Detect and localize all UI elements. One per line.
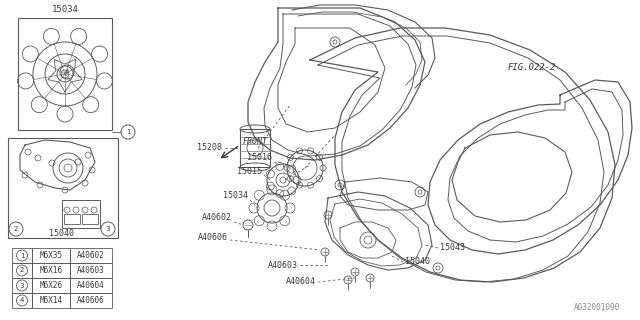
Bar (18, 18, 112, 130)
Text: FRONT: FRONT (243, 138, 268, 147)
Bar (8, 138, 118, 238)
Bar (32, 263, 70, 278)
Text: 15034: 15034 (52, 5, 79, 14)
Text: 15040: 15040 (49, 228, 74, 237)
Text: 15034: 15034 (223, 191, 248, 201)
Text: 4: 4 (20, 298, 24, 303)
Text: 1: 1 (125, 129, 131, 135)
Bar (64, 214, 80, 224)
Text: 3: 3 (106, 226, 110, 232)
Bar (82, 214, 98, 224)
Text: M6X26: M6X26 (40, 281, 63, 290)
Text: 1: 1 (20, 252, 24, 259)
Text: 15015: 15015 (237, 167, 262, 177)
Text: 15043: 15043 (440, 244, 465, 252)
Bar (70, 248, 112, 263)
Bar (12, 263, 32, 278)
Text: A40606: A40606 (198, 234, 228, 243)
Bar (32, 278, 70, 293)
Text: 4: 4 (65, 69, 69, 75)
Text: A40604: A40604 (286, 277, 316, 286)
Text: A40602: A40602 (202, 213, 232, 222)
Bar (240, 129, 270, 167)
Bar (12, 248, 32, 263)
Bar (12, 278, 32, 293)
Text: 3: 3 (20, 283, 24, 289)
Bar (62, 200, 100, 228)
Text: M6X14: M6X14 (40, 296, 63, 305)
Bar (70, 278, 112, 293)
Text: A40603: A40603 (77, 266, 105, 275)
Bar (70, 293, 112, 308)
Bar (32, 248, 70, 263)
Text: M6X35: M6X35 (40, 251, 63, 260)
Text: 15016: 15016 (247, 154, 272, 163)
Text: 15040: 15040 (405, 258, 430, 267)
Text: 2: 2 (20, 268, 24, 274)
Text: A40602: A40602 (77, 251, 105, 260)
Text: 15208: 15208 (197, 143, 222, 153)
Text: M6X16: M6X16 (40, 266, 63, 275)
Text: A40604: A40604 (77, 281, 105, 290)
Bar (12, 293, 32, 308)
Text: A40603: A40603 (268, 260, 298, 269)
Bar (32, 293, 70, 308)
Text: 2: 2 (14, 226, 18, 232)
Text: A40606: A40606 (77, 296, 105, 305)
Text: A032001090: A032001090 (573, 303, 620, 312)
Bar (70, 263, 112, 278)
Text: FIG.022-2: FIG.022-2 (508, 63, 556, 73)
